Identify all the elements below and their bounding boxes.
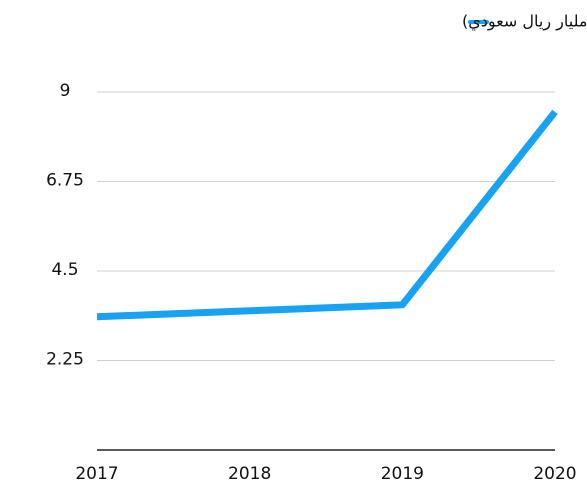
y-tick-label: 2.25 (46, 350, 84, 370)
legend-label: حجم التداول اليومي (مليار ريال سعودي) (462, 12, 587, 32)
y-tick-label: 6.75 (46, 171, 84, 191)
x-tick-label: 2017 (75, 464, 118, 484)
data-line (96, 109, 558, 321)
x-tick-label: 2019 (381, 464, 424, 484)
x-tick-label: 2020 (533, 464, 576, 484)
y-tick-label: 4.5 (51, 260, 78, 280)
y-tick-label: 9 (60, 81, 71, 101)
x-tick-label: 2018 (228, 464, 271, 484)
